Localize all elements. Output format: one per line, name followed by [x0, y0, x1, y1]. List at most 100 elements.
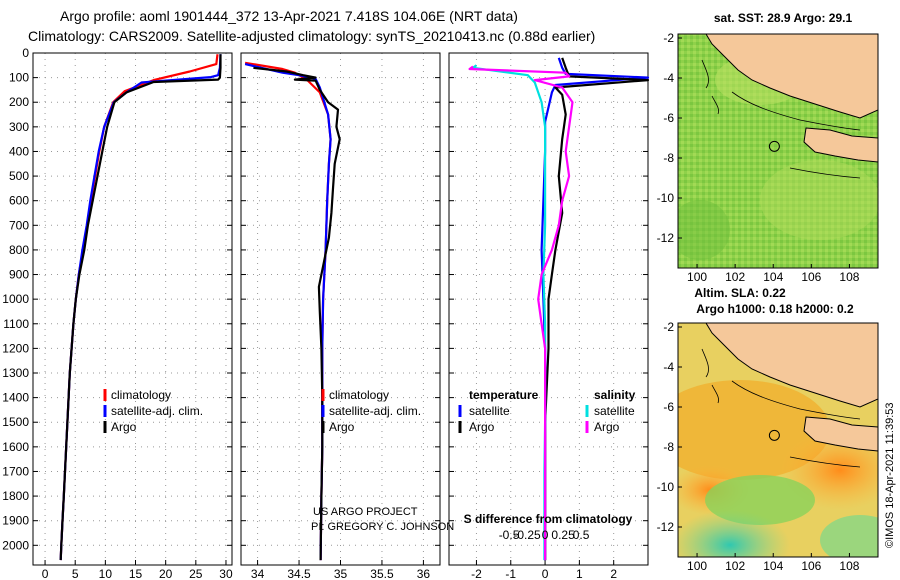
y-tick-label: 1600	[2, 440, 29, 454]
difference-panel: -2-1012T difference from climatologytemp…	[448, 52, 650, 580]
y-tick-label: 2000	[2, 538, 29, 552]
secondary-x-tick-label: -0.25	[513, 528, 541, 542]
y-tick-label: 300	[9, 120, 29, 134]
map-y-tick-label: -6	[663, 111, 674, 125]
sst-map-image	[678, 34, 878, 268]
series-line-t-satellite	[540, 57, 650, 561]
legend-label: Argo	[329, 420, 355, 434]
y-tick-label: 700	[9, 218, 29, 232]
y-tick-label: 1100	[3, 317, 29, 331]
y-tick-label: 1000	[2, 292, 29, 306]
y-tick-label: 500	[9, 169, 29, 183]
sla-map-panel: Altim. SLA: 0.22 Argo h1000: 0.18 h2000:…	[657, 286, 879, 573]
secondary-x-tick-label: -0.5	[499, 528, 520, 542]
y-tick-label: 900	[9, 268, 29, 282]
header-line-2: Climatology: CARS2009. Satellite-adjuste…	[28, 28, 595, 44]
y-tick-label: 1400	[2, 391, 29, 405]
x-tick-label: 5	[72, 567, 79, 580]
x-tick-label: 36	[417, 567, 431, 580]
x-tick-label: 25	[189, 567, 203, 580]
map-x-tick-label: 104	[763, 270, 783, 284]
map-y-tick-label: -4	[663, 360, 674, 374]
java-land	[803, 127, 878, 163]
series-line-s-satellite	[471, 64, 547, 561]
map-x-tick-label: 104	[763, 559, 783, 573]
x-tick-label: 2	[610, 567, 617, 580]
x-tick-label: 30	[219, 567, 233, 580]
map-x-tick-label: 108	[839, 270, 859, 284]
series-line-climatology	[59, 54, 219, 561]
y-tick-label: 600	[9, 194, 29, 208]
map-y-tick-label: -8	[663, 151, 674, 165]
y-tick-label: 1800	[2, 489, 29, 503]
x-tick-label: 34.5	[287, 567, 311, 580]
sumatra-land	[705, 323, 878, 408]
y-tick-label: 100	[9, 71, 29, 85]
series-line-satellite-adj-clim-	[59, 54, 222, 561]
plot-frame	[240, 52, 441, 566]
x-tick-label: 1	[576, 567, 583, 580]
legend-label: Argo	[469, 420, 495, 434]
map-y-tick-label: -2	[663, 31, 674, 45]
map-x-tick-label: 100	[687, 559, 707, 573]
y-tick-label: 1300	[2, 366, 29, 380]
sumatra-land	[705, 34, 878, 119]
legend-label: Argo	[111, 420, 137, 434]
legend-label: satellite	[469, 404, 510, 418]
y-tick-label: 1700	[2, 464, 29, 478]
java-land	[803, 416, 878, 452]
legend-heading: salinity	[594, 388, 636, 402]
legend-label: satellite	[594, 404, 635, 418]
map-y-tick-label: -2	[663, 320, 674, 334]
map-x-tick-label: 100	[687, 270, 707, 284]
pi-credit: PI: GREGORY C. JOHNSON	[311, 521, 454, 533]
series-line-argo	[253, 66, 341, 561]
map-y-tick-label: -10	[657, 191, 675, 205]
x-tick-label: 0	[42, 567, 49, 580]
map-x-tick-label: 106	[801, 559, 821, 573]
x-tick-label: 10	[99, 567, 113, 580]
argo-location-marker	[768, 429, 780, 441]
plot-frame	[32, 52, 233, 566]
map-y-tick-label: -8	[663, 440, 674, 454]
secondary-x-tick-label: 0.5	[573, 528, 590, 542]
y-tick-label: 1500	[2, 415, 29, 429]
x-tick-label: -2	[471, 567, 482, 580]
sla-map-title: Altim. SLA: 0.22	[694, 286, 786, 300]
x-tick-label: 20	[159, 567, 173, 580]
x-tick-label: -1	[505, 567, 516, 580]
legend-heading: temperature	[469, 388, 539, 402]
sst-map-panel: sat. SST: 28.9 Argo: 29.1 100 102 104 106 10…	[657, 11, 879, 284]
series-line-s-argo	[468, 65, 574, 561]
temperature-panel: 0100200300400500600700800900100011001200…	[2, 46, 233, 580]
imos-credit: ©IMOS 18-Apr-2021 11:39:53	[884, 403, 896, 548]
y-tick-label: 1200	[2, 341, 29, 355]
map-x-tick-label: 108	[839, 559, 859, 573]
series-line-argo	[59, 54, 222, 561]
secondary-x-tick-label: 0	[542, 528, 549, 542]
legend-label: satellite-adj. clim.	[329, 404, 421, 418]
secondary-x-axis-label: S difference from climatology	[464, 512, 633, 526]
x-tick-label: 15	[129, 567, 143, 580]
map-y-tick-label: -12	[657, 520, 675, 534]
x-tick-label: 35	[334, 567, 348, 580]
salinity-panel: 3434.53535.536salinityclimatologysatelli…	[240, 52, 454, 580]
y-tick-label: 400	[9, 144, 29, 158]
legend-label: climatology	[329, 388, 389, 402]
map-y-tick-label: -10	[657, 480, 675, 494]
y-tick-label: 0	[22, 46, 29, 60]
sla-map-subtitle: Argo h1000: 0.18 h2000: 0.2	[696, 302, 854, 316]
legend-label: Argo	[594, 420, 620, 434]
map-y-tick-label: -6	[663, 400, 674, 414]
map-x-tick-label: 102	[725, 559, 745, 573]
x-tick-label: 34	[251, 567, 265, 580]
map-y-tick-label: -12	[657, 231, 675, 245]
x-tick-label: 35.5	[370, 567, 394, 580]
argo-location-marker	[768, 140, 780, 152]
header-line-1: Argo profile: aoml 1901444_372 13-Apr-20…	[60, 8, 518, 24]
y-tick-label: 800	[9, 243, 29, 257]
x-tick-label: 0	[542, 567, 549, 580]
legend-label: climatology	[111, 388, 171, 402]
sst-map-title: sat. SST: 28.9 Argo: 29.1	[714, 11, 853, 25]
